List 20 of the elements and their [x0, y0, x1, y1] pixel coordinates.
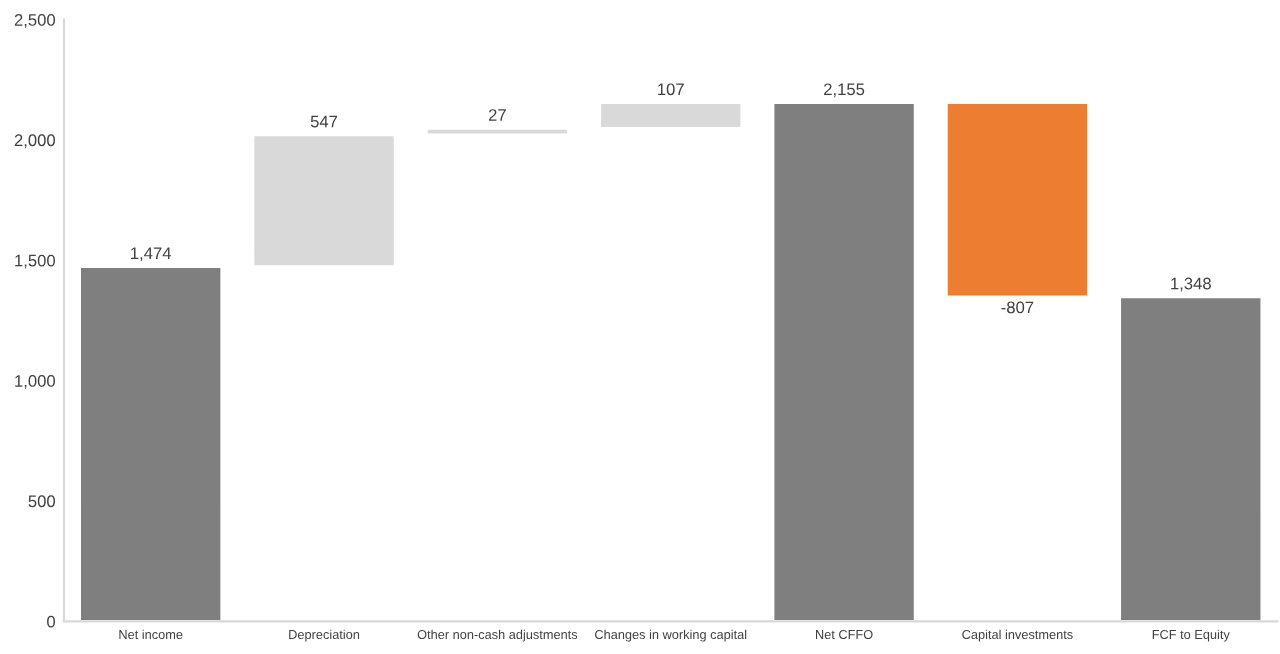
y-tick-label: 500: [28, 495, 56, 508]
data-label: -807: [1001, 301, 1034, 314]
data-label: 547: [310, 115, 338, 128]
y-tick-label: 1,000: [15, 375, 56, 389]
bar: [771, 101, 917, 622]
bar: [1118, 295, 1264, 622]
y-tick-label: 0: [47, 615, 56, 628]
data-label: 2,155: [824, 83, 865, 98]
data-label: 27: [488, 109, 506, 121]
y-tick-label: 2,000: [14, 134, 56, 149]
bar: [78, 265, 224, 622]
y-tick-label: 1,500: [15, 254, 56, 269]
data-label: 1,474: [131, 247, 172, 262]
data-label: 1,348: [1171, 277, 1211, 292]
bar: [424, 127, 570, 137]
data-label: 107: [658, 83, 684, 96]
bar: [251, 133, 397, 268]
bar: [944, 101, 1090, 299]
bar: [598, 101, 744, 130]
y-tick-label: 2,500: [14, 14, 56, 28]
